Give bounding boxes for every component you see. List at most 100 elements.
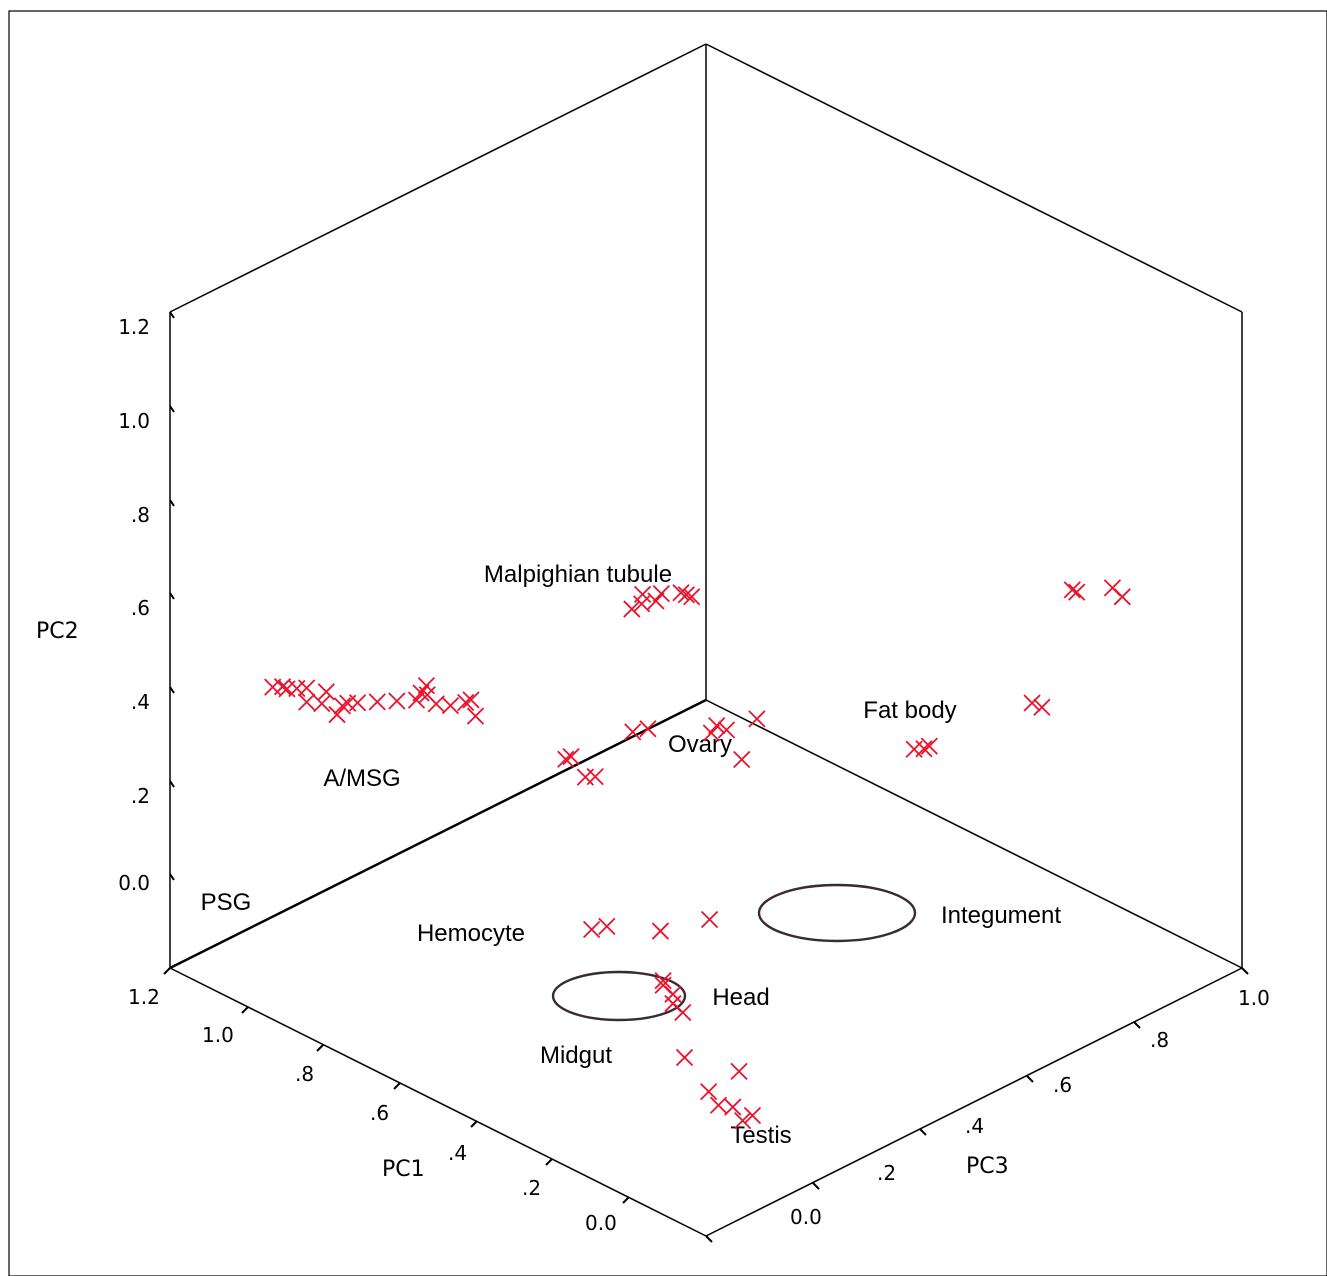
clusters: Malpighian tubule Fat body Ovary A/MSG P… (201, 561, 1062, 1191)
data-point-marker (743, 1106, 762, 1125)
data-point-marker (441, 697, 460, 715)
cluster-label: Head (712, 984, 769, 1011)
data-point-marker (654, 971, 672, 990)
pc2-axis: 1.2 1.0 .8 .6 .4 .2 0.0 PC2 (36, 311, 175, 895)
cluster-integument: Integument (757, 883, 1061, 943)
pc1-tick (470, 1120, 478, 1128)
top-right-edge (705, 43, 1243, 313)
data-point-marker (674, 1003, 692, 1022)
cluster-malpighian-tubule: Malpighian tubule (484, 561, 672, 588)
data-point-marker (639, 720, 657, 738)
pc1-tick (545, 1158, 553, 1166)
pc1-tick (241, 1006, 249, 1014)
data-point-marker (1023, 694, 1041, 712)
pc2-tick (169, 686, 175, 694)
cluster-ring (551, 970, 687, 1022)
floor-right-back-edge (705, 699, 1243, 969)
pc3-tick-label: .8 (1150, 1028, 1169, 1052)
cluster-label: Integument (941, 902, 1061, 929)
pc1-tick (316, 1044, 324, 1052)
pc3-tick (1026, 1075, 1034, 1083)
cluster-ring (634, 1016, 668, 1090)
data-point-marker (708, 716, 726, 735)
cluster-label: Fat body (863, 697, 956, 724)
pc3-tick (812, 1182, 820, 1190)
pc3-tick-label: .2 (877, 1161, 896, 1185)
pc3-tick-label: .4 (965, 1114, 984, 1138)
data-point-marker (651, 922, 670, 940)
cluster-label: Testis (730, 1122, 791, 1149)
data-point-marker (317, 683, 335, 701)
data-point-marker (1033, 698, 1051, 716)
pc1-axis-line (169, 967, 707, 1237)
pc2-tick-label: .4 (131, 690, 150, 714)
pc3-axis-label: PC3 (966, 1154, 1009, 1179)
pc1-tick-label: 0.0 (585, 1211, 617, 1235)
data-point-marker (328, 705, 346, 724)
data-point-marker (672, 584, 690, 602)
data-point-marker (562, 747, 580, 766)
data-point-marker (664, 985, 682, 1003)
cluster-ring (638, 1081, 696, 1191)
pc3-tick-label: 0.0 (790, 1205, 822, 1229)
pc1-tick-label: .2 (522, 1176, 541, 1200)
pc1-tick (622, 1196, 630, 1204)
pc2-tick (169, 592, 175, 600)
axis-box (169, 43, 1243, 1237)
data-point-marker (598, 917, 616, 936)
pc1-tick-label: 1.2 (128, 985, 160, 1009)
data-point-marker (298, 693, 316, 711)
pc1-axis-label: PC1 (382, 1157, 425, 1182)
top-left-edge (169, 43, 707, 313)
data-point-marker (724, 1098, 742, 1116)
data-point-marker (733, 750, 751, 769)
data-point-marker (412, 684, 430, 702)
pc2-tick-label: .2 (131, 784, 150, 808)
cluster-label: Hemocyte (417, 920, 525, 947)
pc2-tick (169, 405, 175, 413)
data-point-marker (624, 723, 642, 741)
pc1-tick (393, 1082, 401, 1090)
data-point-marker (427, 695, 445, 713)
cluster-amsg: A/MSG (323, 765, 400, 792)
pc1-tick-label: .4 (448, 1141, 467, 1165)
pc1-tick (163, 967, 171, 975)
pc2-tick (169, 873, 175, 881)
cluster-label: A/MSG (323, 765, 400, 792)
data-point-marker (1063, 581, 1081, 599)
pc3-tick-label: .6 (1053, 1073, 1072, 1097)
cluster-hemocyte: Hemocyte (417, 920, 525, 947)
data-point-marker (915, 740, 933, 758)
data-point-marker (583, 920, 601, 939)
pc1-tick-label: .8 (295, 1062, 314, 1086)
data-point-marker (348, 694, 367, 712)
data-point-marker (273, 678, 292, 696)
pc1-tick-label: .6 (370, 1101, 389, 1125)
data-point-marker (586, 768, 604, 786)
cluster-psg: PSG (201, 889, 252, 916)
pc2-axis-label: PC2 (36, 619, 79, 644)
pc2-tick-label: .8 (131, 503, 150, 527)
data-point-marker (462, 691, 480, 709)
cluster-label: PSG (201, 889, 252, 916)
data-point-marker (920, 737, 938, 755)
pc2-tick (169, 311, 175, 319)
cluster-ring (827, 740, 963, 806)
data-point-marker (557, 750, 575, 768)
pc2-tick (169, 499, 175, 507)
data-point-marker (652, 585, 670, 603)
data-point-marker (633, 585, 652, 603)
pc3-tick (705, 1235, 713, 1243)
data-point-marker (733, 1112, 752, 1130)
data-point-marker (388, 692, 406, 710)
cluster-testis: Testis (638, 1081, 791, 1191)
cluster-label: Malpighian tubule (484, 561, 672, 588)
data-point-marker (647, 592, 665, 610)
data-point-marker (702, 724, 720, 742)
pc3-axis-line (705, 967, 1243, 1237)
data-point-marker (717, 721, 736, 739)
data-markers (264, 579, 1131, 1130)
data-point-marker (700, 1083, 718, 1101)
